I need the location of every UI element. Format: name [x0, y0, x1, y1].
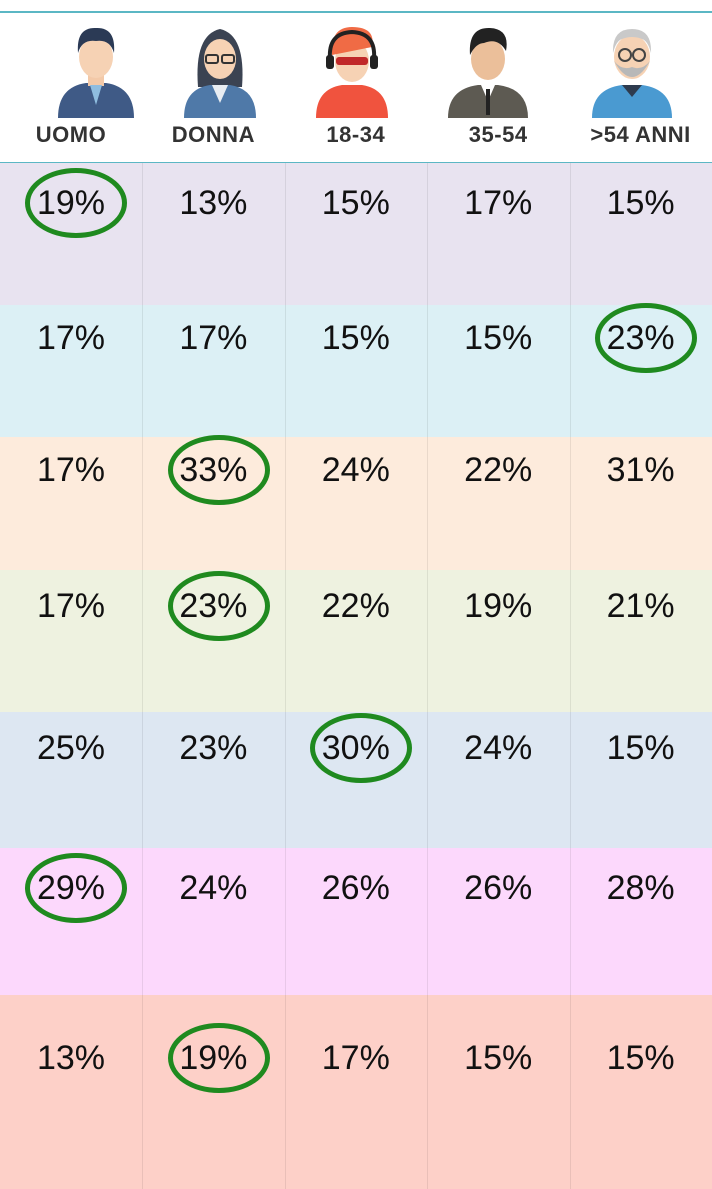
cell: 28% — [606, 869, 675, 907]
highlight-ring — [167, 435, 270, 505]
cell: 17% — [36, 451, 106, 489]
cell: 17% — [179, 319, 248, 357]
cell: 19% — [464, 587, 533, 625]
column-header: 18-34 — [326, 122, 386, 147]
cell: 24% — [179, 869, 248, 907]
highlight-ring — [310, 713, 412, 783]
icon-young — [316, 27, 388, 118]
highlight-ring — [25, 853, 128, 923]
top-rule — [0, 11, 712, 13]
icon-adult — [448, 27, 528, 118]
cell: 17% — [36, 587, 106, 625]
column-header: >54 ANNI — [590, 122, 691, 147]
table-row — [0, 305, 712, 437]
icon-man — [58, 27, 134, 118]
cell: 21% — [606, 587, 675, 625]
cell: 15% — [606, 184, 675, 222]
cell: 25% — [36, 729, 106, 767]
cell: 17% — [321, 1039, 390, 1077]
cell: 22% — [464, 451, 533, 489]
column-header: UOMO — [35, 122, 107, 147]
table-row — [0, 995, 712, 1189]
table-row — [0, 437, 712, 570]
cell: 15% — [464, 319, 533, 357]
cell: 22% — [321, 587, 390, 625]
table-row — [0, 570, 712, 712]
column-divider — [142, 163, 143, 1189]
column-header: DONNA — [171, 122, 255, 147]
cell: 15% — [464, 1039, 533, 1077]
icons — [58, 27, 672, 118]
cell: 15% — [606, 1039, 675, 1077]
cell: 13% — [179, 184, 248, 222]
cell: 17% — [464, 184, 533, 222]
icon-woman — [184, 29, 256, 118]
cell: 13% — [36, 1039, 106, 1077]
column-divider — [285, 163, 286, 1189]
column-divider — [570, 163, 571, 1189]
highlight-ring — [594, 303, 697, 373]
cell: 31% — [606, 451, 675, 489]
highlight-ring — [25, 168, 128, 238]
cell: 26% — [321, 869, 390, 907]
highlight-ring — [167, 1023, 270, 1093]
cell: 26% — [464, 869, 533, 907]
icon-senior — [592, 29, 672, 118]
cell: 15% — [321, 319, 390, 357]
highlight-ring — [167, 571, 270, 641]
cell: 15% — [321, 184, 390, 222]
cell: 24% — [464, 729, 533, 767]
cell: 23% — [179, 729, 248, 767]
column-header: 35-54 — [468, 122, 528, 147]
cell: 24% — [321, 451, 390, 489]
cell: 17% — [36, 319, 106, 357]
cell: 15% — [606, 729, 675, 767]
column-divider — [427, 163, 428, 1189]
